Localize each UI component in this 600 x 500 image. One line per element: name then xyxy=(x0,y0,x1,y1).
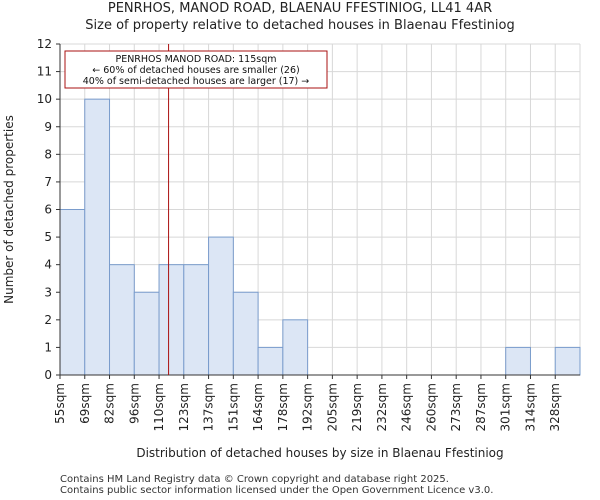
x-tick-label: 82sqm xyxy=(103,383,117,424)
y-tick-label: 9 xyxy=(44,120,52,134)
y-tick-label: 1 xyxy=(44,340,52,354)
y-tick-label: 6 xyxy=(44,203,52,217)
y-tick-label: 8 xyxy=(44,147,52,161)
x-tick-label: 178sqm xyxy=(276,383,290,431)
annotation-line-2: ← 60% of detached houses are smaller (26… xyxy=(92,65,299,76)
x-axis-label: Distribution of detached houses by size … xyxy=(136,446,503,460)
x-tick-label: 96sqm xyxy=(127,383,141,424)
x-tick-label: 219sqm xyxy=(350,383,364,431)
x-tick-label: 110sqm xyxy=(152,383,166,431)
y-axis-label: Number of detached properties xyxy=(2,115,16,304)
x-tick-label: 328sqm xyxy=(548,383,562,431)
bar-178sqm xyxy=(282,319,309,376)
x-tick-label: 246sqm xyxy=(400,383,414,431)
bar-55sqm xyxy=(59,209,86,376)
annotation-box xyxy=(64,50,328,89)
bar-164sqm xyxy=(257,346,284,376)
x-tick-label: 55sqm xyxy=(53,383,67,424)
bar-96sqm xyxy=(133,291,160,376)
footer-licence: Contains public sector information licen… xyxy=(60,485,494,496)
bar-110sqm xyxy=(158,264,185,376)
x-tick-label: 273sqm xyxy=(449,383,463,431)
bar-137sqm xyxy=(208,236,234,376)
x-tick-label: 287sqm xyxy=(474,383,488,431)
y-tick-label: 2 xyxy=(44,313,52,327)
x-tick-label: 260sqm xyxy=(424,383,438,431)
y-tick-label: 3 xyxy=(44,285,52,299)
x-tick-label: 151sqm xyxy=(226,383,240,431)
x-tick-label: 232sqm xyxy=(375,383,389,431)
grid-lines xyxy=(59,43,581,376)
y-tick-label: 4 xyxy=(44,258,52,272)
bar-328sqm xyxy=(554,346,581,376)
bar-123sqm xyxy=(183,264,210,376)
annotation-line-1: PENRHOS MANOD ROAD: 115sqm xyxy=(115,54,276,65)
y-tick-label: 0 xyxy=(44,368,52,382)
x-tick-label: 192sqm xyxy=(301,383,315,431)
x-tick-labels: 55sqm 69sqm 82sqm 96sqm 110sqm 123sqm 137sqm 15… xyxy=(53,383,562,431)
x-tick-label: 314sqm xyxy=(523,383,537,431)
x-tick-label: 164sqm xyxy=(251,383,265,431)
bar-82sqm xyxy=(109,264,135,376)
x-tick-label: 137sqm xyxy=(202,383,216,431)
y-tick-label: 12 xyxy=(37,37,52,51)
x-tick-label: 69sqm xyxy=(78,383,92,424)
bar-301sqm xyxy=(505,346,531,376)
annotation-line-3: 40% of semi-detached houses are larger (… xyxy=(83,76,310,87)
y-tick-label: 5 xyxy=(44,230,52,244)
bar-69sqm xyxy=(84,98,111,376)
x-tick-label: 205sqm xyxy=(325,383,339,431)
bar-151sqm xyxy=(232,291,259,376)
chart-subtitle: Size of property relative to detached ho… xyxy=(85,18,515,33)
axes xyxy=(56,43,580,379)
y-tick-label: 11 xyxy=(37,65,52,79)
bars xyxy=(59,98,581,376)
footer-copyright: Contains HM Land Registry data © Crown c… xyxy=(60,474,449,485)
y-tick-label: 7 xyxy=(44,175,52,189)
x-tick-label: 301sqm xyxy=(499,383,513,431)
y-tick-label: 10 xyxy=(37,92,52,106)
chart-title: PENRHOS, MANOD ROAD, BLAENAU FFESTINIOG,… xyxy=(107,1,493,16)
x-tick-label: 123sqm xyxy=(177,383,191,431)
